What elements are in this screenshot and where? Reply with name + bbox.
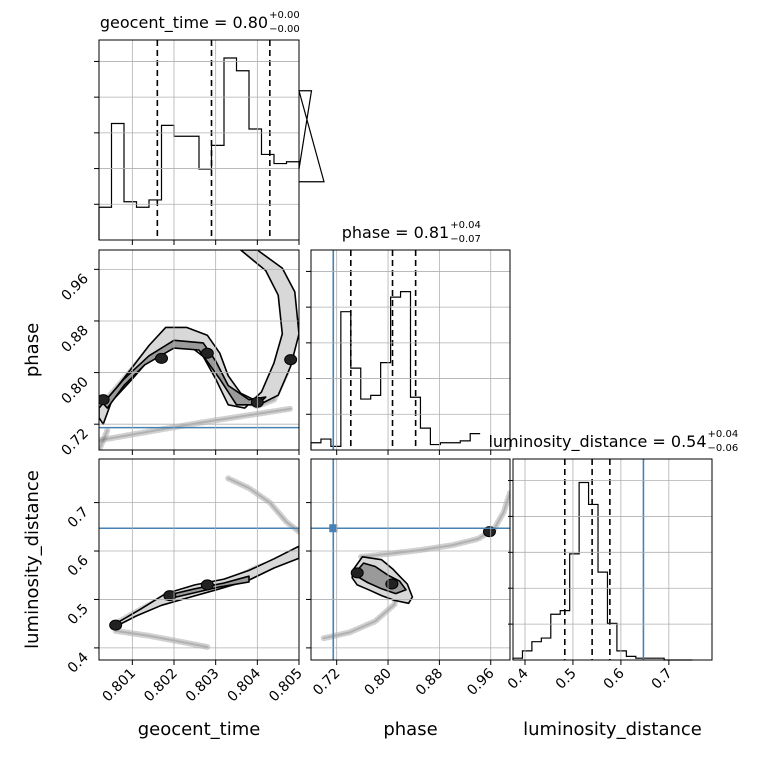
- phase-x-axis-label: phase: [383, 719, 437, 740]
- panel-frame: [310, 458, 511, 661]
- phase-title-lower-error: −0.07: [450, 234, 481, 245]
- luminosity_distance-title: luminosity_distance = 0.54: [488, 432, 706, 452]
- phase-x-tick-label: 0.80: [362, 666, 395, 699]
- luminosity_distance-x-tick-label: 0.7: [649, 666, 676, 693]
- data-marks: [98, 40, 693, 661]
- sample-scatter-core: [360, 491, 510, 558]
- panel-frame: [98, 249, 300, 451]
- geocent_time-hist-frame: [98, 39, 300, 241]
- geocent_time-title-value: geocent_time = 0.80: [100, 13, 268, 33]
- luminosity_distance-x-tick-label: 0.5: [553, 666, 580, 693]
- density-peak: [99, 394, 110, 406]
- phase-title-value: phase = 0.81: [342, 223, 449, 242]
- geocent_time-x-tick-label: 0.803: [183, 666, 223, 706]
- geocent_time-x-tick-label: 0.804: [224, 665, 264, 705]
- truth-marker: [329, 524, 338, 533]
- geocent_time-x-tick-label: 0.805: [266, 666, 306, 706]
- sample-scatter-core: [114, 629, 209, 648]
- phase-y-tick-label: 0.72: [58, 426, 91, 459]
- phase-x-tick-label: 0.96: [464, 665, 497, 698]
- phase-y-tick-label: 0.88: [58, 322, 91, 355]
- phase-y-axis-label: phase: [22, 323, 43, 377]
- luminosity_distance-title-upper-error: +0.04: [708, 429, 739, 440]
- geocent_time-title: geocent_time = 0.80: [100, 13, 268, 33]
- phase-x-tick-label: 0.88: [413, 666, 446, 699]
- phase-title: phase = 0.81: [342, 223, 449, 242]
- density-geocent_time-phase: [99, 250, 299, 450]
- contour-outer: [99, 250, 299, 425]
- geocent_time-title-upper-error: +0.00: [269, 10, 300, 21]
- geocent_time-x-tick-label: 0.802: [141, 666, 181, 706]
- density-peak: [350, 567, 364, 579]
- density-geocent_time-luminosity_distance: [109, 475, 299, 650]
- axes: [94, 39, 713, 665]
- phase-title-upper-error: +0.04: [450, 220, 481, 231]
- luminosity_distance-y-tick-label: 0.6: [65, 552, 92, 579]
- density-peak: [385, 578, 399, 590]
- phase-y-tick-label: 0.80: [58, 374, 91, 407]
- luminosity_distance-hist-frame: [512, 458, 713, 661]
- luminosity_distance-y-axis-label: luminosity_distance: [22, 470, 43, 649]
- geocent_time-x-axis-label: geocent_time: [138, 719, 261, 740]
- density-peak: [200, 579, 214, 591]
- density-peak: [200, 347, 214, 359]
- density-peak: [284, 354, 298, 366]
- phase-x-tick-label: 0.72: [310, 666, 343, 699]
- phase-histogram: [310, 291, 481, 450]
- geocent_time-x-tick-label: 0.801: [99, 666, 139, 706]
- density-peak: [482, 526, 496, 538]
- luminosity_distance-y-tick-label: 0.4: [65, 649, 92, 676]
- luminosity_distance-title-lower-error: −0.06: [708, 443, 739, 454]
- luminosity_distance-histogram: [512, 481, 693, 661]
- sample-scatter: [358, 489, 510, 560]
- sample-scatter: [99, 427, 111, 450]
- density-fills: [99, 250, 510, 650]
- luminosity_distance-x-tick-label: 0.4: [505, 665, 532, 692]
- luminosity_distance-title-value: luminosity_distance = 0.54: [488, 432, 706, 452]
- panel-frame: [98, 458, 300, 661]
- luminosity_distance-y-tick-label: 0.7: [65, 504, 92, 531]
- phase-y-tick-label: 0.96: [58, 271, 91, 304]
- phase-hist-frame: [310, 249, 511, 451]
- sample-scatter-core: [99, 429, 109, 450]
- density-peak: [155, 352, 168, 364]
- density-peak: [109, 619, 123, 631]
- geocent_time-title-lower-error: −0.00: [269, 24, 300, 35]
- luminosity_distance-x-axis-label: luminosity_distance: [523, 719, 702, 740]
- luminosity_distance-x-tick-label: 0.6: [601, 665, 628, 692]
- luminosity_distance-y-tick-label: 0.5: [65, 601, 92, 628]
- density-peak: [163, 590, 177, 602]
- density-phase-luminosity_distance: [320, 489, 510, 642]
